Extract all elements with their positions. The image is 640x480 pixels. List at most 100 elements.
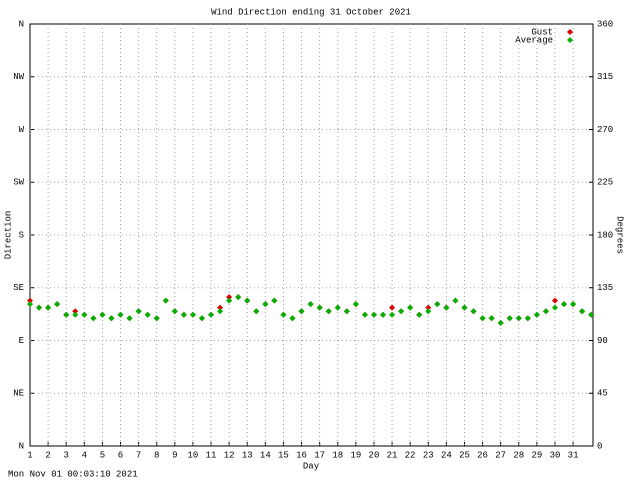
data-point (162, 297, 169, 304)
data-point (380, 311, 387, 318)
y2-tick-label: 90 (597, 336, 608, 346)
data-point (561, 301, 568, 308)
data-point (488, 315, 495, 322)
data-point (370, 311, 377, 318)
x-tick-label: 12 (224, 450, 235, 460)
data-point (398, 308, 405, 315)
data-point (298, 308, 305, 315)
y-tick-label: N (19, 19, 24, 29)
x-tick-label: 5 (100, 450, 105, 460)
data-point (579, 308, 586, 315)
data-point (361, 311, 368, 318)
x-tick-label: 6 (118, 450, 123, 460)
legend-marker (567, 37, 573, 43)
data-point (588, 311, 595, 318)
data-point (72, 308, 79, 315)
data-point (551, 297, 558, 304)
data-point (72, 311, 79, 318)
data-point (198, 315, 205, 322)
data-point (280, 311, 287, 318)
data-point (153, 315, 160, 322)
x-tick-label: 18 (332, 450, 343, 460)
x-tick-label: 25 (459, 450, 470, 460)
y-tick-label: N (19, 441, 24, 451)
x-tick-label: 11 (206, 450, 217, 460)
data-point (63, 311, 70, 318)
x-tick-label: 30 (550, 450, 561, 460)
data-point (244, 297, 251, 304)
y2-axis-label: Degrees (615, 216, 625, 254)
data-point (208, 311, 215, 318)
data-point (235, 294, 242, 301)
data-point (407, 304, 414, 311)
x-tick-label: 15 (278, 450, 289, 460)
x-tick-label: 8 (154, 450, 159, 460)
y2-tick-label: 270 (597, 125, 613, 135)
data-point (226, 297, 233, 304)
data-point (506, 315, 513, 322)
data-point (452, 297, 459, 304)
x-tick-label: 26 (477, 450, 488, 460)
y2-tick-label: 360 (597, 19, 613, 29)
data-point (416, 311, 423, 318)
data-point (434, 301, 441, 308)
data-point (551, 304, 558, 311)
x-tick-label: 1 (27, 450, 32, 460)
x-tick-label: 3 (64, 450, 69, 460)
y2-tick-label: 0 (597, 441, 602, 451)
data-point (135, 308, 142, 315)
data-point (189, 311, 196, 318)
x-tick-label: 22 (405, 450, 416, 460)
x-tick-label: 29 (531, 450, 542, 460)
x-tick-label: 28 (513, 450, 524, 460)
data-point (325, 308, 332, 315)
data-point (533, 311, 540, 318)
data-point (470, 308, 477, 315)
legend-label: Average (515, 35, 553, 45)
x-tick-label: 10 (188, 450, 199, 460)
data-point (515, 315, 522, 322)
data-point (54, 301, 61, 308)
data-point (271, 297, 278, 304)
data-point (307, 301, 314, 308)
data-point (45, 304, 52, 311)
data-point (217, 308, 224, 315)
data-point (443, 304, 450, 311)
data-point (479, 315, 486, 322)
y2-tick-label: 180 (597, 230, 613, 240)
data-point (461, 304, 468, 311)
y-tick-label: SE (13, 283, 24, 293)
data-point (27, 297, 33, 304)
data-point (334, 304, 341, 311)
x-tick-label: 4 (82, 450, 87, 460)
y-tick-label: S (19, 230, 24, 240)
x-tick-label: 20 (369, 450, 380, 460)
data-point (36, 304, 43, 311)
data-point (81, 311, 88, 318)
x-tick-label: 27 (495, 450, 506, 460)
x-tick-label: 2 (45, 450, 50, 460)
x-tick-label: 7 (136, 450, 141, 460)
x-tick-label: 13 (242, 450, 253, 460)
y-axis-label: Direction (3, 211, 13, 260)
data-point (180, 311, 187, 318)
data-point (570, 301, 577, 308)
x-tick-label: 23 (423, 450, 434, 460)
data-point (99, 311, 106, 318)
data-point (90, 315, 97, 322)
y-tick-label: W (19, 125, 25, 135)
data-point (389, 304, 396, 311)
data-point (27, 301, 33, 308)
data-point (117, 311, 124, 318)
legend-label: Gust (531, 27, 553, 37)
y-tick-label: NE (13, 389, 24, 399)
x-tick-label: 19 (350, 450, 361, 460)
data-point (352, 301, 359, 308)
data-point (497, 319, 504, 326)
data-point (126, 315, 133, 322)
data-point (171, 308, 178, 315)
data-point (253, 308, 260, 315)
x-tick-label: 14 (260, 450, 271, 460)
chart-title: Wind Direction ending 31 October 2021 (211, 7, 411, 17)
